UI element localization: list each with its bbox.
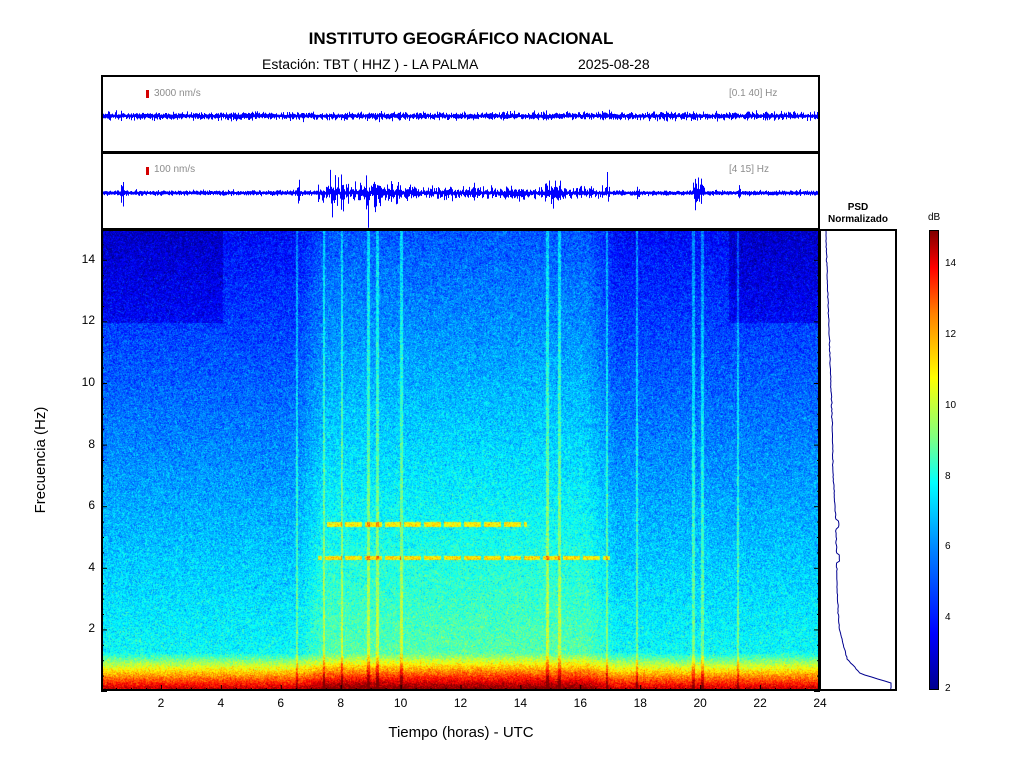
psd-line [825,231,892,689]
colorbar-tick-label: 6 [945,541,951,553]
x-tick-label: 10 [393,696,408,710]
x-tick-label: 4 [217,696,225,710]
filter-band-label: [4 15] Hz [729,164,770,175]
colorbar-tick-label: 10 [945,399,957,411]
chart-title: INSTITUTO GEOGRÁFICO NACIONAL [308,29,614,48]
seismogram-waveform [103,169,818,228]
x-tick-label: 14 [513,696,528,710]
x-tick-label: 6 [277,696,285,710]
x-tick-label: 22 [753,696,767,710]
colorbar-tick-label: 12 [945,329,957,341]
y-tick-label: 8 [88,436,95,451]
date-label: 2025-08-28 [578,56,650,72]
seismogram-waveform [103,109,818,123]
seismogram-panel-filtered: 100 nm/s [4 15] Hz [101,152,820,230]
amplitude-scale-bar [146,90,149,98]
x-tick-label: 18 [633,696,647,710]
psd-title-line1: PSD [847,202,869,213]
y-tick-label: 10 [81,375,95,389]
colorbar [929,230,939,690]
x-axis-label: Tiempo (horas) - UTC [388,724,534,741]
y-tick-label: 2 [88,621,95,636]
amplitude-scale-label: 100 nm/s [154,164,196,175]
seismogram-panel-broadband: 3000 nm/s [0.1 40] Hz [101,75,820,153]
psd-panel [819,229,897,691]
x-tick-label: 24 [813,696,827,710]
y-tick-label: 14 [81,251,95,266]
colorbar-unit-label: dB [928,212,941,223]
seismogram-trace-broadband [103,109,818,123]
colorbar-tick-label: 2 [945,683,951,694]
psd-curve [825,231,892,689]
colorbar-tick-label: 4 [945,612,951,624]
psd-title-line2: Normalizado [827,214,888,225]
x-tick-label: 8 [337,696,344,710]
colorbar-tick-label: 8 [945,470,951,482]
x-tick-label: 2 [157,696,165,710]
station-label: Estación: TBT ( HHZ ) - LA PALMA [262,56,479,72]
colorbar-tick-label: 14 [945,258,957,270]
y-tick-label: 4 [88,559,95,574]
x-tick-label: 20 [693,696,707,710]
seismogram-trace-filtered [103,169,818,228]
y-tick-label: 6 [88,498,95,513]
y-tick-label: 12 [81,313,95,328]
x-tick-label: 12 [453,696,468,710]
amplitude-scale-bar [146,167,149,175]
amplitude-scale-label: 3000 nm/s [154,88,201,99]
psd-title: PSD Normalizado [819,202,897,226]
x-tick-label: 16 [573,696,587,710]
filter-band-label: [0.1 40] Hz [729,88,778,99]
y-axis-label: Frecuencia (Hz) [32,406,49,514]
spectrogram-heatmap [103,231,818,689]
